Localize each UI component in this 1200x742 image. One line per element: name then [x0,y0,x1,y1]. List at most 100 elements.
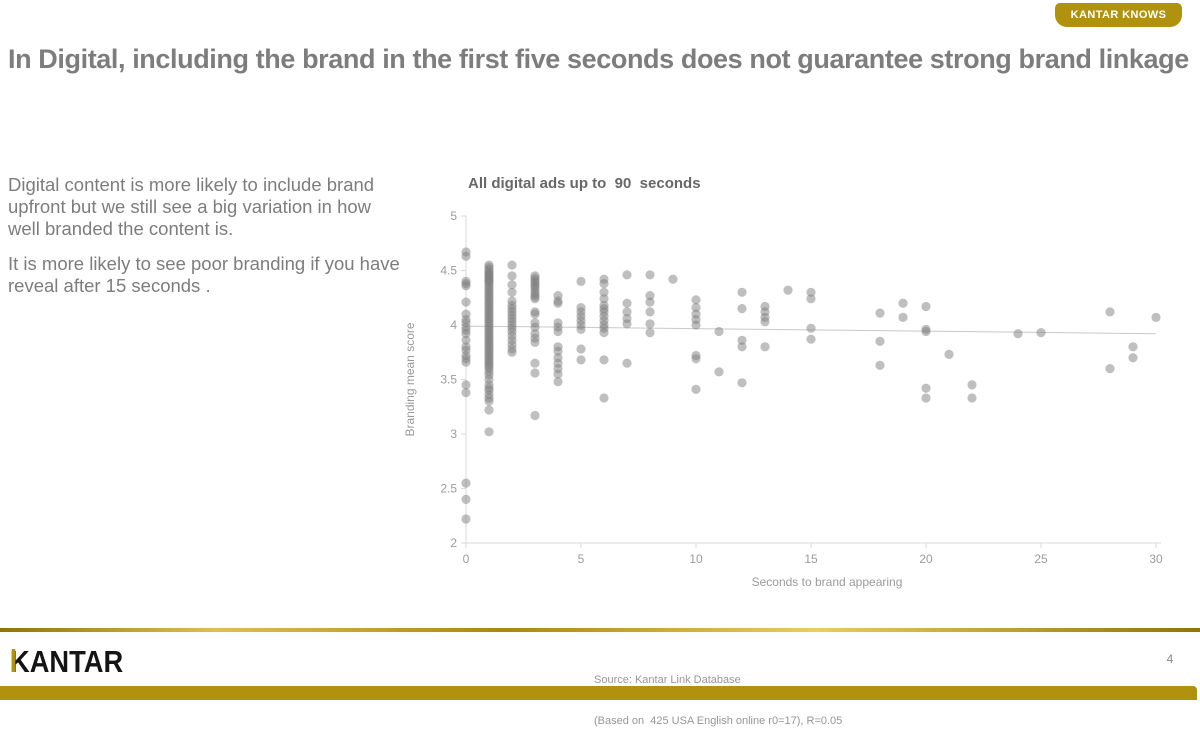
scatter-point [599,355,609,365]
x-tick-label: 25 [1034,552,1048,566]
scatter-point [530,309,540,319]
commentary-paragraph-2: It is more likely to see poor branding i… [8,253,400,297]
scatter-point [461,494,471,504]
scatter-point [806,294,816,304]
scatter-point [461,329,471,339]
scatter-point [1105,364,1115,374]
slide-title: In Digital, including the brand in the f… [8,44,1189,74]
scatter-point [530,410,540,421]
scatter-point [668,274,678,284]
scatter-point [553,377,563,387]
scatter-point [576,324,586,334]
y-tick-label: 2.5 [440,482,457,496]
scatter-point [461,297,471,307]
scatter-point [553,369,563,379]
scatter-point [967,380,977,390]
scatter-point [553,298,563,308]
scatter-point [691,303,701,313]
y-tick-label: 3 [450,427,457,441]
scatter-point [645,307,655,317]
scatter-point [645,291,655,301]
scatter-point [875,360,885,370]
scatter-point [507,271,517,281]
scatter-chart-svg: 5 4.5 4 3.5 3 2.5 20 5 10 15 20 25 30 Branding mean s… [403,209,1163,589]
scatter-point [691,320,701,330]
scatter-point [714,326,724,337]
y-axis-title: Branding mean score [403,322,417,436]
scatter-point [783,285,793,295]
scatter-point [599,294,609,304]
kantar-logo-text: KANTAR [10,644,124,679]
scatter-point [599,393,609,403]
scatter-point [461,478,471,488]
slide-root: { "badge": { "label": "KANTAR KNOWS" }, … [0,3,1200,727]
scatter-point [622,270,632,280]
scatter-point [645,328,655,338]
scatter-point [806,323,816,333]
gold-divider-line [0,628,1200,632]
scatter-point [1105,307,1115,317]
kantar-logo-gold-stem [11,649,16,672]
scatter-point [737,287,747,297]
scatter-point [530,294,540,304]
scatter-point [691,354,701,364]
scatter-point [553,326,563,337]
scatter-point [507,280,517,290]
scatter-point [599,287,609,297]
kantar-knows-badge: KANTAR KNOWS [1055,3,1182,27]
x-tick-label: 15 [804,552,818,566]
scatter-point [461,514,471,524]
scatter-point [461,281,471,291]
scatter-point [530,337,540,347]
scatter-point [622,358,632,368]
commentary-paragraph-1: Digital content is more likely to includ… [8,174,375,239]
scatter-point [1036,328,1046,338]
scatter-point [576,344,586,354]
scatter-point [691,295,701,305]
x-tick-label: 30 [1149,552,1163,566]
y-tick-label: 4 [450,318,457,332]
scatter-point [507,287,517,297]
scatter-point [461,388,471,398]
scatter-point [875,336,885,346]
scatter-point [921,301,931,312]
scatter-point [461,357,471,367]
scatter-point [1013,329,1023,339]
x-tick-label: 0 [463,552,470,566]
scatter-point [622,298,632,308]
scatter-point [461,380,471,390]
scatter-point [576,355,586,365]
scatter-point [553,346,563,356]
scatter-point [484,405,494,415]
scatter-point [898,312,908,322]
scatter-point [645,270,655,280]
source-line-2: (Based on 425 USA English online r0=17),… [594,714,843,727]
scatter-point [622,307,632,317]
scatter-point [691,384,701,394]
scatter-point [599,279,609,289]
scatter-point [622,319,632,329]
kantar-logo: KANTAR [10,644,123,680]
scatter-point [530,358,540,368]
scatter-point [1128,342,1138,352]
scatter-point [530,368,540,378]
scatter-point [507,347,517,357]
scatter-point [760,317,770,327]
x-axis-title: Seconds to brand appearing [752,575,903,589]
scatter-point [484,396,494,406]
scatter-point [875,308,885,318]
y-tick-label: 2 [450,536,457,550]
scatter-point [714,367,724,377]
scatter-point [806,334,816,344]
x-tick-label: 20 [919,552,933,566]
chart-title: All digital ads up to 90 seconds [468,175,701,192]
page-number: 4 [1166,652,1174,666]
bottom-gold-bar [0,686,1197,700]
scatter-point [484,427,494,437]
scatter-point [760,342,770,352]
scatter-point [921,326,931,337]
y-tick-label: 5 [450,209,457,223]
scatter-point [921,383,931,393]
commentary-block: Digital content is more likely to includ… [8,174,400,311]
scatter-point [645,319,655,329]
